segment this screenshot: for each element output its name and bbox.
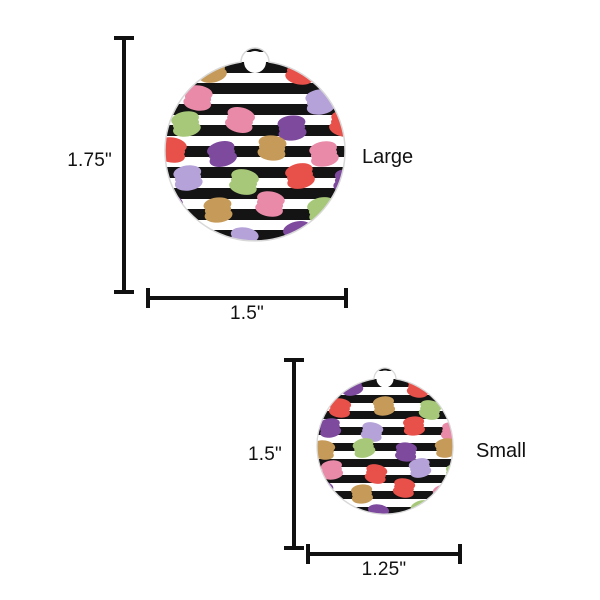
small-height-label: 1.5"	[248, 444, 282, 465]
large-width-label: 1.5"	[230, 303, 264, 324]
large-size-name: Large	[362, 146, 414, 168]
large-tag-hole	[244, 51, 266, 73]
small-height-dimension-line	[284, 358, 304, 550]
small-size-name: Small	[476, 440, 527, 462]
small-width-dimension-line	[306, 544, 462, 564]
large-height-dimension-line	[114, 36, 134, 294]
large-tag-image	[152, 32, 358, 290]
large-width-dimension-line	[146, 288, 348, 308]
small-width-label: 1.25"	[361, 559, 407, 580]
small-tag-hole	[376, 370, 394, 388]
small-tag-image	[306, 356, 464, 548]
large-height-label: 1.75"	[67, 150, 112, 171]
